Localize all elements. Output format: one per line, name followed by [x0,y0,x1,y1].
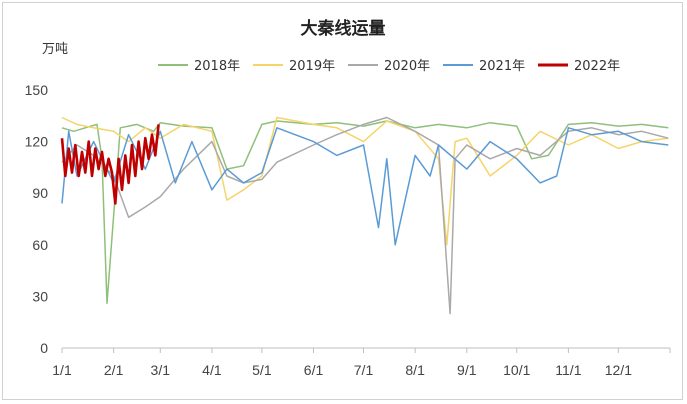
x-tick-label: 5/1 [252,362,272,378]
legend-label: 2021年 [479,59,525,74]
x-tick-label: 8/1 [405,362,425,378]
legend-label: 2018年 [194,59,240,74]
y-tick-label: 120 [25,134,49,150]
y-tick-label: 0 [40,340,48,356]
x-axis-ticks: 1/1 2/1 3/1 4/1 5/1 6/1 7/1 8/1 9/1 10/1 11/1 12/1 [52,348,671,378]
y-axis-unit-label: 万吨 [42,42,68,57]
series-line-5 [60,124,160,205]
series-line-3 [61,116,669,315]
series-line-1 [61,120,669,305]
series-layer [60,116,669,315]
series-line-2 [61,116,669,246]
x-tick-label: 7/1 [354,362,374,378]
y-tick-label: 60 [32,237,48,253]
x-tick-label: 2/1 [104,362,124,378]
x-tick-label: 3/1 [151,362,171,378]
x-tick-label: 9/1 [457,362,477,378]
y-tick-label: 30 [32,288,48,304]
x-tick-label: 11/1 [555,362,581,378]
x-tick-label: 4/1 [202,362,222,378]
y-axis-ticks: 0 30 60 90 120 150 [25,82,49,356]
chart-title: 大秦线运量 [301,18,386,39]
legend-label: 2020年 [384,59,430,74]
x-tick-label: 10/1 [503,362,530,378]
legend-label: 2019年 [289,59,335,74]
legend-label: 2022年 [574,59,620,74]
legend: 2018年 2019年 2020年 2021年 2022年 [158,59,620,74]
x-tick-label: 1/1 [52,362,72,378]
x-tick-label: 6/1 [304,362,324,378]
y-tick-label: 90 [32,185,48,201]
x-tick-label: 12/1 [605,362,632,378]
y-tick-label: 150 [25,82,49,98]
